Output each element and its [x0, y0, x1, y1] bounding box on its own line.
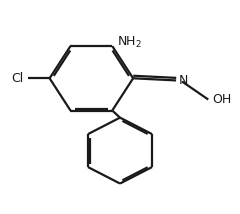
Text: Cl: Cl	[11, 72, 23, 85]
Text: OH: OH	[212, 93, 231, 106]
Text: NH$_2$: NH$_2$	[117, 35, 142, 51]
Text: N: N	[179, 74, 188, 87]
